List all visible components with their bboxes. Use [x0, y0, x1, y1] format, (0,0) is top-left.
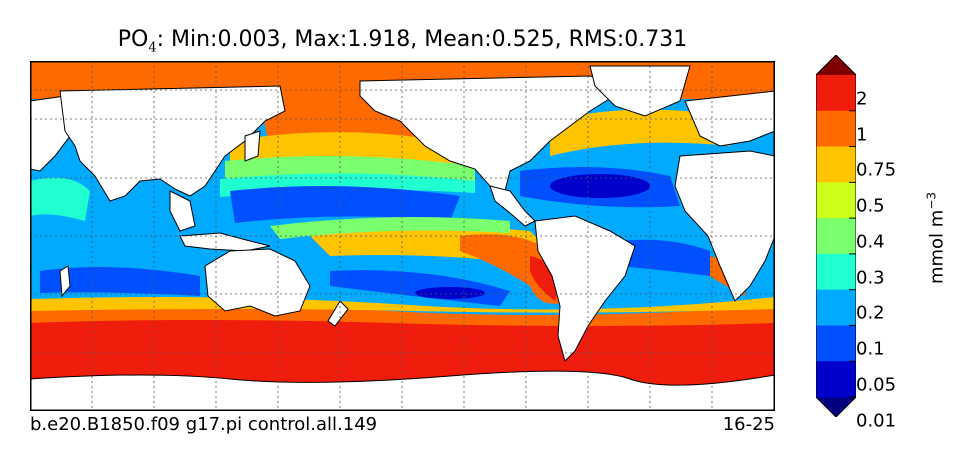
colorbar-tick-label: 0.75 — [856, 159, 897, 181]
colorbar-units: mmol m−3 — [925, 192, 948, 284]
run-name: b.e20.B1850.f09 g17.pi control.all.149 — [30, 414, 378, 435]
units-exponent: −3 — [924, 191, 939, 210]
colorbar-tick-label: 2 — [856, 88, 868, 110]
colorbar-tick-label: 0.01 — [856, 410, 897, 432]
peru-upwelling-red — [530, 256, 560, 301]
title-stats: : Min:0.003, Max:1.918, Mean:0.525, RMS:… — [156, 27, 688, 52]
colorbar-segment — [816, 146, 856, 183]
colorbar-segment — [816, 253, 856, 291]
indian-ocean-gyre — [40, 267, 200, 296]
colorbar-tick-label: 0.2 — [856, 302, 885, 324]
colorbar-extend-min — [816, 397, 856, 417]
north-atlantic-subpolar — [550, 109, 730, 156]
south-pacific-gyre-core — [415, 287, 485, 299]
indonesia-islands — [179, 232, 271, 252]
north-pacific-gyre — [230, 186, 460, 223]
sargasso-core — [550, 174, 650, 198]
central-america — [489, 185, 536, 227]
map-title: PO4: Min:0.003, Max:1.918, Mean:0.525, R… — [30, 27, 775, 55]
colorbar-segment — [816, 361, 856, 398]
japan — [244, 130, 261, 162]
title-subscript: 4 — [148, 40, 157, 56]
colorbar-segment — [816, 289, 856, 326]
europe — [684, 90, 775, 147]
equatorial-pacific-green — [270, 217, 510, 239]
colorbar-tick-label: 0.4 — [856, 231, 885, 253]
africa-east — [674, 150, 775, 302]
indochina — [169, 190, 196, 232]
colorbar-segment — [816, 325, 856, 362]
colorbar-tick-label: 0.05 — [856, 374, 897, 396]
south-atlantic-gyre — [620, 239, 710, 276]
colorbar — [816, 55, 856, 417]
colorbar-segment — [816, 110, 856, 148]
colorbar-segment — [816, 75, 856, 112]
australia — [204, 248, 311, 317]
new-zealand — [327, 300, 349, 327]
colorbar-tick-label: 0.3 — [856, 267, 885, 289]
graticule — [30, 61, 775, 411]
colorbar-extend-max — [816, 55, 856, 75]
south-america — [534, 215, 636, 362]
eurasia — [59, 85, 286, 202]
units-prefix: mmol m — [926, 209, 948, 285]
colorbar-segment — [816, 218, 856, 255]
map-panel — [30, 61, 775, 411]
madagascar — [59, 265, 71, 298]
title-species: PO — [117, 27, 149, 52]
colorbar-segment — [816, 182, 856, 219]
map-frame — [30, 61, 775, 411]
greenland — [589, 65, 691, 117]
colorbar-tick-label: 1 — [856, 124, 868, 146]
year-range: 16-25 — [722, 414, 775, 435]
colorbar-tick-label: 0.1 — [856, 338, 885, 360]
colorbar-tick-label: 0.5 — [856, 195, 885, 217]
arabian-sea — [30, 177, 90, 221]
